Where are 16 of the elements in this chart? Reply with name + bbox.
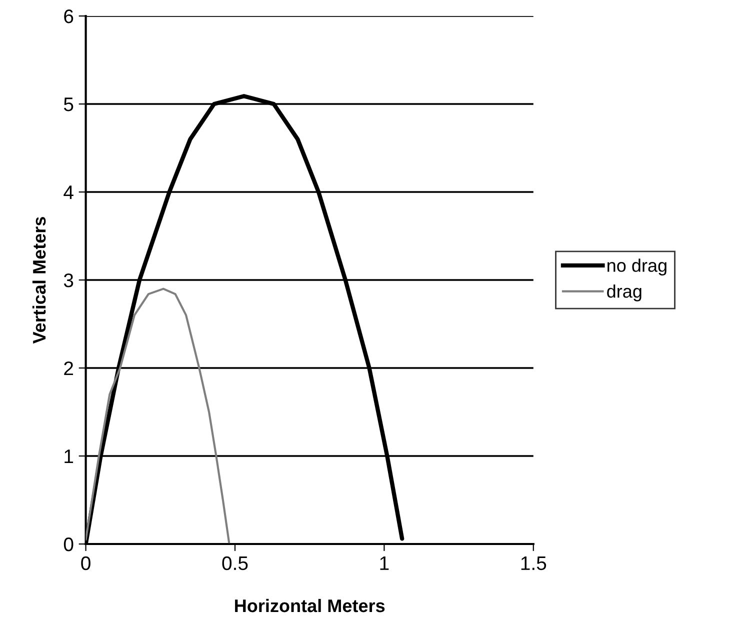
y-tick-label: 1 bbox=[64, 450, 74, 464]
y-tick-label: 4 bbox=[64, 186, 74, 200]
y-axis-title: Vertical Meters bbox=[32, 217, 46, 344]
x-tick-label: 0 bbox=[81, 556, 90, 570]
x-tick-label: 1 bbox=[380, 556, 389, 570]
y-tick-label: 6 bbox=[64, 9, 74, 24]
y-tick-label: 3 bbox=[64, 273, 74, 288]
legend-label: no drag bbox=[608, 258, 666, 276]
x-tick-label: 0.5 bbox=[222, 556, 248, 570]
legend-label: drag bbox=[607, 284, 642, 302]
line-series bbox=[86, 288, 230, 544]
x-axis-title: Horizontal Meters bbox=[235, 598, 385, 612]
x-tick-label: 1.5 bbox=[521, 556, 546, 570]
y-tick-label: 5 bbox=[64, 98, 74, 112]
y-tick-label: 0 bbox=[64, 537, 74, 552]
y-tick-label: 2 bbox=[64, 361, 74, 376]
